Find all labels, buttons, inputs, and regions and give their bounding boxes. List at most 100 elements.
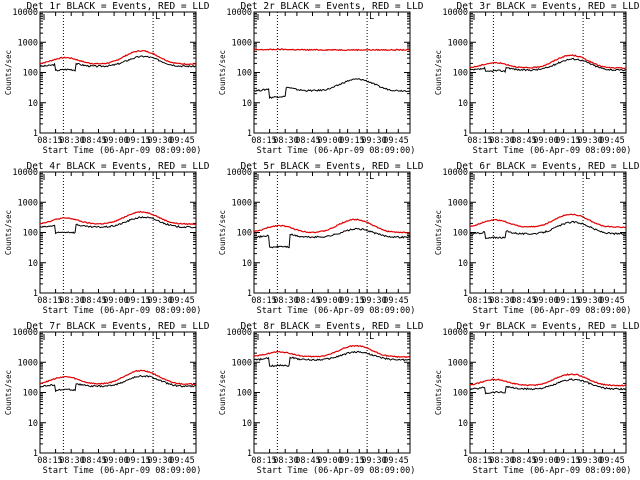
y-tick-label: 1	[463, 449, 468, 459]
lld-series-line	[39, 210, 196, 226]
lld-series-line	[253, 344, 411, 359]
y-tick-label: 1000	[18, 38, 38, 48]
x-tick-label: 09:30	[577, 296, 603, 306]
x-tick-label: 09:45	[383, 296, 409, 306]
y-tick-label: 1	[463, 129, 468, 139]
y-tick-label: 1000	[18, 358, 38, 368]
events-series-line	[469, 378, 627, 395]
chart-panel-2: Det 2r BLACK = Events, RED = LLD 1 10 100 10…	[218, 1, 424, 156]
x-tick-label: 09:30	[147, 456, 173, 466]
y-tick-label: 10000	[12, 168, 38, 178]
y-axis-label: Counts/sec	[434, 370, 443, 415]
y-tick-label: 10000	[12, 8, 38, 18]
y-tick-label: 100	[23, 229, 38, 239]
x-tick-label: 08:15	[37, 136, 63, 146]
y-tick-label: 100	[453, 69, 468, 79]
interval-marker: L	[585, 172, 590, 182]
x-tick-label: 08:30	[489, 456, 515, 466]
x-tick-label: 08:30	[59, 456, 85, 466]
interval-marker: L	[369, 172, 374, 182]
y-tick-label: 10	[458, 419, 468, 429]
lld-series-line	[253, 218, 410, 234]
lld-series-line	[39, 49, 197, 66]
interval-marker: L	[155, 12, 160, 22]
chart-title: Det 8r BLACK = Events, RED = LLD	[240, 321, 423, 332]
y-tick-label: 100	[453, 229, 468, 239]
x-tick-label: 08:30	[273, 136, 299, 146]
interval-marker: L	[585, 12, 590, 22]
x-tick-label: 09:45	[599, 136, 625, 146]
x-axis-label: Start Time (06-Apr-09 08:09:00)	[473, 306, 632, 316]
y-tick-label: 10	[242, 99, 252, 109]
x-tick-label: 08:15	[467, 136, 493, 146]
chart-title: Det 2r BLACK = Events, RED = LLD	[240, 1, 423, 12]
interval-marker: L	[369, 12, 374, 22]
x-tick-label: 09:15	[555, 296, 581, 306]
x-tick-label: 08:15	[467, 296, 493, 306]
y-tick-label: 10000	[442, 328, 468, 338]
x-tick-label: 08:30	[59, 136, 85, 146]
events-series-line	[469, 57, 626, 74]
y-axis-label: Counts/sec	[4, 210, 13, 255]
chart-title: Det 4r BLACK = Events, RED = LLD	[26, 161, 209, 172]
x-tick-label: 09:30	[577, 456, 603, 466]
y-tick-label: 1000	[232, 358, 252, 368]
y-tick-label: 10	[458, 99, 468, 109]
chart-panel-7: Det 7r BLACK = Events, RED = LLD 1 10 100 10…	[4, 321, 210, 476]
y-tick-label: 10	[458, 259, 468, 269]
y-axis-label: Counts/sec	[218, 50, 227, 95]
y-tick-label: 1000	[448, 38, 468, 48]
x-tick-label: 09:30	[577, 136, 603, 146]
y-tick-label: 10	[28, 419, 38, 429]
y-tick-label: 10000	[226, 168, 252, 178]
x-tick-label: 08:30	[489, 296, 515, 306]
y-tick-label: 100	[453, 389, 468, 399]
chart-panel-6: Det 6r BLACK = Events, RED = LLD 1 10 100 10…	[434, 161, 640, 316]
y-tick-label: 10	[242, 419, 252, 429]
chart-title: Det 6r BLACK = Events, RED = LLD	[456, 161, 639, 172]
x-tick-label: 08:45	[511, 136, 537, 146]
chart-panel-9: Det 9r BLACK = Events, RED = LLD 1 10 100 10…	[434, 321, 640, 476]
x-tick-label: 08:45	[511, 456, 537, 466]
x-tick-label: 09:00	[317, 296, 343, 306]
y-axis-label: Counts/sec	[218, 370, 227, 415]
x-tick-label: 08:45	[295, 136, 321, 146]
y-tick-label: 100	[237, 69, 252, 79]
lld-series-line	[469, 213, 626, 229]
x-tick-label: 08:30	[273, 296, 299, 306]
x-axis-label: Start Time (06-Apr-09 08:09:00)	[257, 146, 416, 156]
y-tick-label: 1	[247, 129, 252, 139]
y-tick-label: 1000	[448, 358, 468, 368]
y-tick-label: 10000	[226, 328, 252, 338]
lld-series-line	[253, 48, 411, 52]
y-tick-label: 10000	[226, 8, 252, 18]
y-axis-label: Counts/sec	[4, 50, 13, 95]
x-tick-label: 09:00	[103, 136, 129, 146]
x-axis-label: Start Time (06-Apr-09 08:09:00)	[43, 306, 202, 316]
x-tick-label: 09:45	[599, 296, 625, 306]
y-tick-label: 100	[237, 229, 252, 239]
x-tick-label: 08:15	[37, 296, 63, 306]
y-axis-label: Counts/sec	[434, 210, 443, 255]
y-tick-label: 1000	[448, 198, 468, 208]
x-tick-label: 08:30	[489, 136, 515, 146]
x-tick-label: 09:15	[555, 136, 581, 146]
x-tick-label: 09:15	[339, 296, 365, 306]
x-tick-label: 09:45	[383, 456, 409, 466]
x-tick-label: 09:15	[339, 136, 365, 146]
x-tick-label: 08:30	[273, 456, 299, 466]
x-axis-label: Start Time (06-Apr-09 08:09:00)	[257, 306, 416, 316]
interval-marker: L	[585, 332, 590, 342]
x-axis-label: Start Time (06-Apr-09 08:09:00)	[473, 146, 632, 156]
chart-title: Det 3r BLACK = Events, RED = LLD	[456, 1, 639, 12]
x-tick-label: 09:00	[533, 136, 559, 146]
x-tick-label: 08:30	[59, 296, 85, 306]
x-tick-label: 08:45	[81, 296, 107, 306]
y-tick-label: 10	[28, 99, 38, 109]
events-series-line	[253, 350, 411, 368]
events-series-line	[39, 374, 197, 393]
lld-series-line	[469, 54, 626, 70]
x-tick-label: 09:45	[169, 136, 195, 146]
y-tick-label: 1	[247, 449, 252, 459]
